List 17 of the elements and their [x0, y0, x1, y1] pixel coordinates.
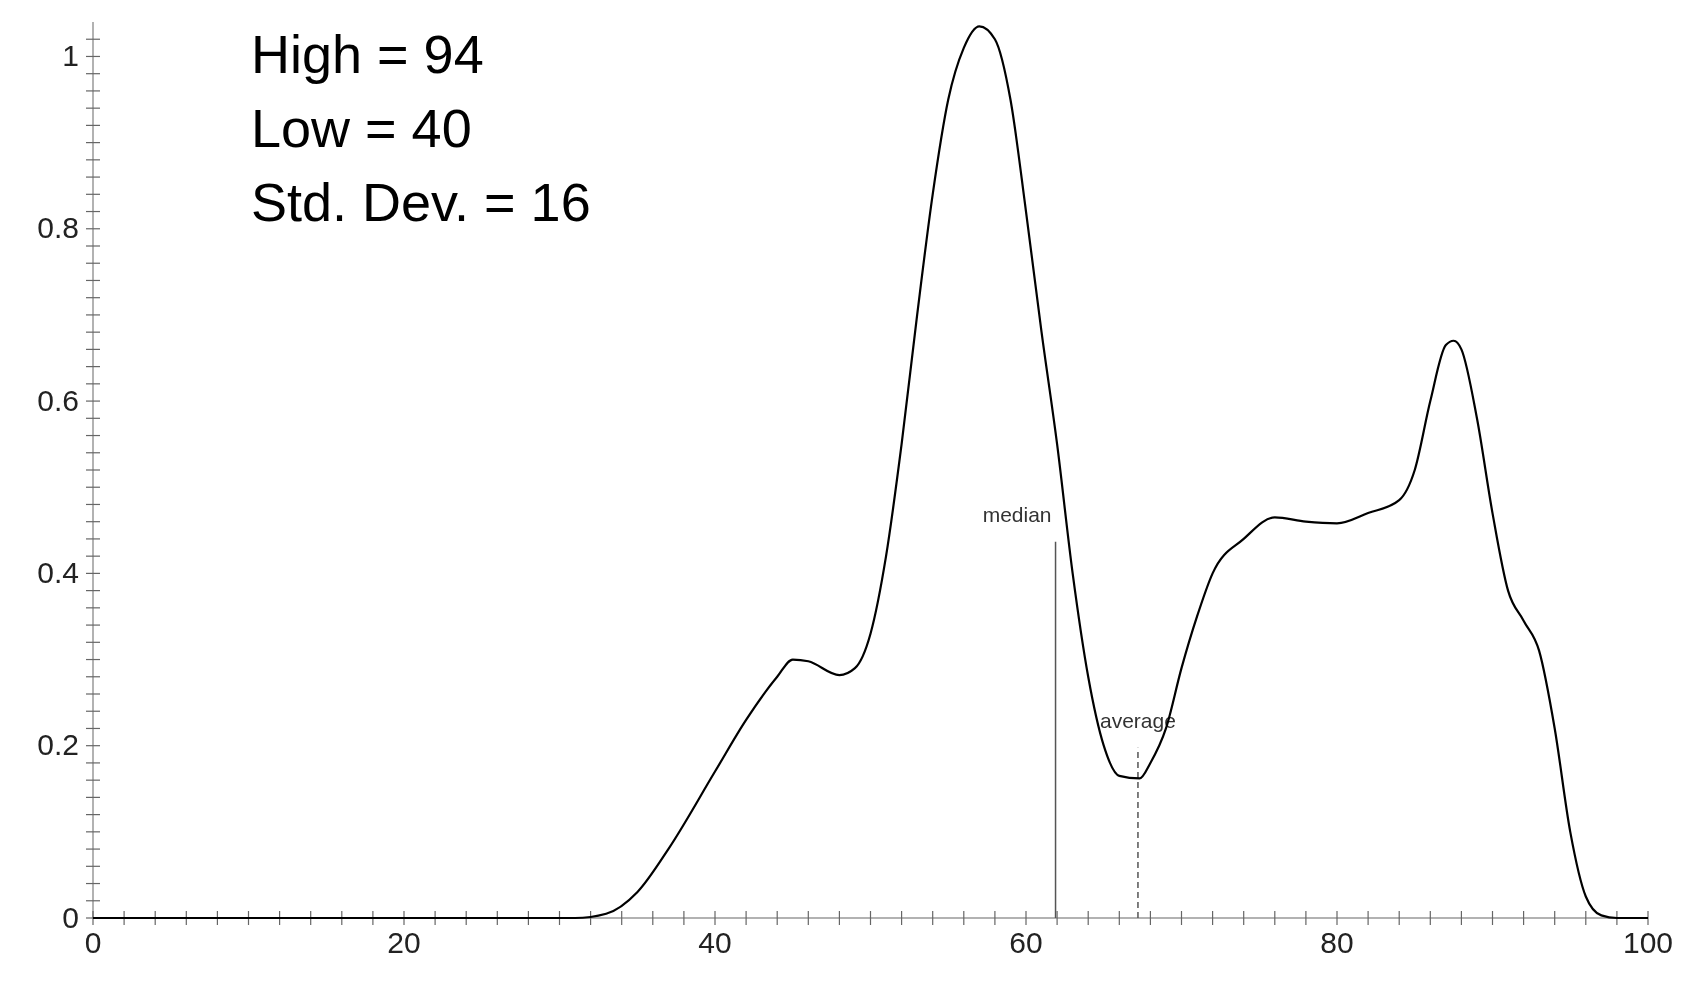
x-tick-label: 60	[1009, 926, 1043, 960]
y-tick-label: 0	[62, 900, 79, 934]
y-tick-label: 0.4	[37, 555, 79, 589]
x-tick-label: 80	[1320, 926, 1354, 960]
y-tick-label: 0.8	[37, 211, 79, 245]
y-tick-label: 1	[62, 39, 79, 73]
y-tick-label: 0.6	[37, 383, 79, 417]
line-series	[91, 25, 1650, 920]
y-tick-label: 0.2	[37, 728, 79, 762]
x-tick-label: 100	[1622, 926, 1674, 960]
annotation: Low = 40	[251, 98, 472, 158]
ref-line-label: median	[982, 502, 1052, 526]
annotation: High = 94	[251, 24, 484, 84]
x-tick-label: 40	[698, 926, 732, 960]
annotation: Std. Dev. = 16	[251, 172, 591, 232]
x-tick-label: 20	[387, 926, 421, 960]
x-tick-label: 0	[84, 926, 102, 960]
